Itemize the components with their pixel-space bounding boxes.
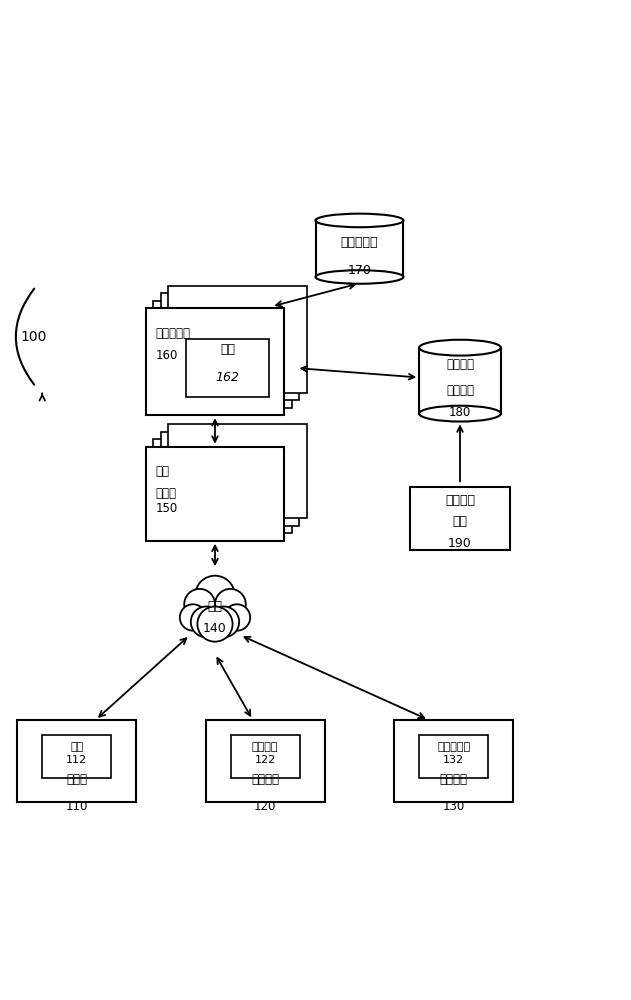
- Text: 112: 112: [66, 755, 87, 765]
- Bar: [161, 432, 299, 526]
- Text: 应用服务器: 应用服务器: [155, 327, 191, 340]
- Text: 应用: 应用: [70, 742, 83, 752]
- Bar: [153, 301, 292, 408]
- Bar: [316, 220, 403, 277]
- Bar: [410, 487, 510, 550]
- Circle shape: [184, 589, 215, 620]
- Bar: [168, 286, 307, 393]
- Text: 网络: 网络: [208, 600, 223, 613]
- Bar: [17, 720, 136, 802]
- Text: 190: 190: [448, 537, 472, 550]
- Text: 移动设备: 移动设备: [251, 773, 280, 786]
- Bar: [146, 308, 284, 415]
- Ellipse shape: [419, 340, 501, 356]
- Bar: [146, 447, 284, 541]
- Text: 132: 132: [443, 755, 464, 765]
- Text: 180: 180: [449, 406, 471, 419]
- Text: 130: 130: [442, 800, 465, 813]
- Text: 训练数据: 训练数据: [446, 384, 474, 397]
- Text: 160: 160: [155, 349, 178, 362]
- Text: 系统: 系统: [452, 515, 468, 528]
- Circle shape: [191, 606, 221, 637]
- Text: 应用: 应用: [220, 343, 235, 356]
- Bar: [206, 720, 325, 802]
- Text: 100: 100: [20, 330, 47, 344]
- Bar: [146, 447, 284, 541]
- Text: 170: 170: [348, 264, 372, 277]
- Bar: [161, 293, 299, 400]
- Text: 计算设备: 计算设备: [440, 773, 468, 786]
- Circle shape: [208, 606, 239, 637]
- Text: 140: 140: [203, 622, 227, 635]
- Text: 网络: 网络: [155, 465, 169, 478]
- Ellipse shape: [316, 214, 403, 227]
- FancyArrowPatch shape: [16, 289, 34, 385]
- Circle shape: [224, 604, 250, 631]
- Bar: [186, 339, 269, 397]
- Text: 服务器
150: 服务器 150: [155, 487, 177, 515]
- Bar: [153, 439, 292, 533]
- Text: 客户端: 客户端: [66, 773, 87, 786]
- Circle shape: [195, 576, 235, 615]
- Circle shape: [180, 604, 206, 631]
- Text: 110: 110: [66, 800, 88, 813]
- Ellipse shape: [316, 270, 403, 284]
- Text: 带注释的: 带注释的: [446, 358, 474, 371]
- Text: 移动应用: 移动应用: [252, 742, 278, 752]
- Circle shape: [198, 606, 233, 642]
- Bar: [230, 735, 300, 778]
- Bar: [146, 308, 284, 415]
- Bar: [419, 735, 488, 778]
- Text: 数据存储库: 数据存储库: [341, 236, 378, 249]
- Text: 122: 122: [255, 755, 276, 765]
- Ellipse shape: [419, 406, 501, 422]
- Text: 120: 120: [254, 800, 276, 813]
- Bar: [42, 735, 112, 778]
- Bar: [168, 424, 307, 518]
- Text: 数据生成: 数据生成: [445, 493, 475, 506]
- Bar: [419, 348, 501, 414]
- Bar: [394, 720, 514, 802]
- Text: 网络浏览器: 网络浏览器: [437, 742, 470, 752]
- Circle shape: [215, 589, 245, 620]
- Text: 162: 162: [216, 371, 240, 384]
